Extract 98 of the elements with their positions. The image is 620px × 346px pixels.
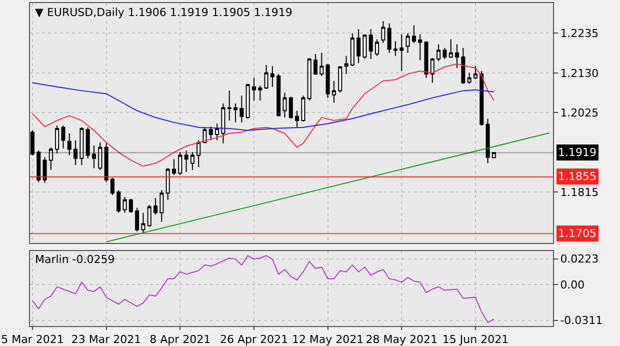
candlestick [196, 140, 201, 168]
candlestick [190, 152, 194, 171]
candlestick [48, 146, 53, 171]
candlestick [442, 47, 447, 60]
candlestick [246, 83, 250, 120]
candlestick [215, 123, 220, 141]
x-tick-label: 26 Apr 2021 [220, 333, 288, 346]
candlestick [282, 92, 287, 118]
y-tick-label: 1.1815 [560, 186, 599, 199]
y-tick-label: 1.2025 [560, 106, 599, 120]
candlestick [240, 95, 244, 123]
candlestick [418, 34, 422, 61]
x-tick-label: 5 Mar 2021 [1, 333, 64, 346]
line-series [32, 255, 494, 324]
candlestick [307, 58, 312, 102]
line-series [32, 82, 494, 131]
candlestick [36, 150, 41, 183]
candlestick [110, 177, 114, 196]
candlestick [393, 40, 398, 56]
candlestick [122, 196, 127, 214]
candlestick [332, 80, 336, 104]
candlestick [30, 130, 34, 156]
candlestick [221, 103, 226, 144]
candlestick [270, 66, 274, 88]
candlestick [288, 96, 293, 120]
candlestick [412, 24, 416, 44]
candlestick [202, 126, 207, 144]
candlestick [74, 140, 78, 166]
candlestick [455, 44, 460, 69]
candlestick [381, 20, 386, 44]
x-tick-label: 12 May 2021 [292, 333, 364, 346]
candlestick [375, 38, 380, 56]
candlestick [67, 132, 72, 156]
candlestick [252, 77, 256, 102]
candlestick [338, 66, 342, 94]
candlestick [160, 190, 164, 222]
candlestick [128, 198, 133, 214]
candlestick [116, 190, 121, 214]
candlestick [227, 90, 232, 122]
ref-line-label: 1.1855 [558, 170, 596, 183]
ref-line-label: 1.1705 [558, 227, 596, 240]
candlestick [172, 158, 176, 176]
line-series [32, 63, 494, 167]
x-tick-label: 15 Jun 2021 [442, 333, 509, 346]
candlestick [92, 144, 96, 169]
candlestick [86, 126, 90, 159]
candlestick [208, 126, 213, 141]
y-tick-label: 0.00 [560, 278, 585, 292]
candlestick [400, 34, 404, 72]
candlestick [467, 72, 472, 84]
candlestick [141, 212, 146, 234]
candlestick [301, 95, 306, 122]
candlestick [344, 55, 348, 75]
y-tick-label: 1.2235 [560, 27, 599, 40]
candlestick [276, 74, 281, 117]
candlestick [406, 32, 410, 54]
candlestick [320, 52, 324, 76]
candlestick [258, 85, 262, 102]
candlestick [184, 150, 188, 172]
candlestick [448, 38, 453, 59]
candlestick [313, 54, 318, 76]
candlestick [326, 63, 330, 98]
candlestick [492, 152, 496, 158]
x-tick-label: 23 Mar 2021 [71, 333, 142, 346]
candlestick [234, 103, 238, 123]
candlestick [166, 168, 170, 200]
candlestick [362, 34, 367, 60]
candlestick [80, 126, 84, 166]
x-tick-label: 8 Apr 2021 [150, 333, 211, 346]
candlestick [61, 124, 66, 150]
candlestick [356, 28, 361, 64]
candlestick [461, 47, 466, 84]
candlestick [295, 110, 300, 128]
candlestick [42, 156, 47, 184]
candlestick [98, 142, 102, 171]
chart-title: ▼ EURUSD,Daily 1.1906 1.1919 1.1905 1.1919 [35, 6, 292, 19]
candlestick [473, 66, 478, 80]
y-tick-label: 1.2130 [560, 66, 599, 80]
candlestick [55, 124, 60, 154]
ref-line-label: 1.1919 [558, 146, 596, 159]
candlestick [147, 204, 152, 228]
candlestick [154, 198, 158, 216]
candlestick [104, 142, 108, 183]
candlestick [436, 44, 441, 62]
candlestick [264, 64, 268, 90]
candlestick [350, 32, 354, 67]
y-tick-label: -0.0311 [560, 314, 603, 328]
candlestick [387, 22, 392, 54]
x-tick-label: 28 May 2021 [366, 333, 438, 346]
candlestick [480, 70, 484, 126]
candlestick [135, 207, 140, 232]
y-tick-label: 0.0223 [560, 252, 599, 266]
candlestick [486, 118, 490, 164]
candlestick [178, 152, 182, 176]
candlestick [368, 28, 373, 60]
chart-title: Marlin -0.0259 [35, 253, 115, 266]
candlestick [430, 58, 434, 84]
candlestick [424, 40, 428, 78]
